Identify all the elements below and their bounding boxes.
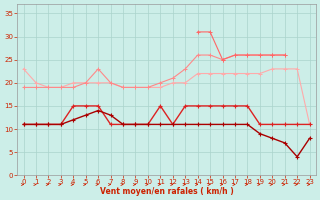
X-axis label: Vent moyen/en rafales ( km/h ): Vent moyen/en rafales ( km/h ) xyxy=(100,187,234,196)
